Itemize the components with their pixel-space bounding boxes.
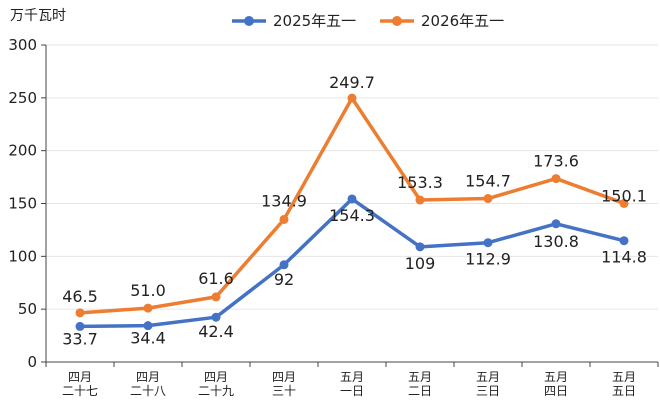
data-label: 154.7 — [465, 172, 511, 191]
y-axis-unit: 万千瓦时 — [10, 8, 66, 24]
data-point — [619, 198, 629, 208]
legend-swatch-marker — [244, 16, 254, 26]
x-tick-label: 三日 — [476, 384, 500, 398]
data-label: 33.7 — [62, 329, 98, 348]
data-label: 109 — [405, 254, 436, 273]
x-tick-label: 五月 — [408, 370, 432, 384]
legend-label: 2026年五一 — [421, 12, 504, 30]
data-label: 153.3 — [397, 173, 443, 192]
x-tick-label: 二十八 — [130, 384, 166, 398]
data-point — [75, 321, 85, 331]
x-tick-label: 二日 — [408, 384, 432, 398]
data-label: 112.9 — [465, 250, 511, 269]
data-label: 150.1 — [601, 186, 647, 205]
x-tick-label: 五月 — [612, 370, 636, 384]
data-label: 114.8 — [601, 248, 647, 267]
data-label: 42.4 — [198, 322, 234, 341]
data-point — [415, 195, 425, 205]
x-tick-label: 一日 — [340, 384, 364, 398]
x-tick-label: 三十 — [272, 384, 296, 398]
y-tick-label: 50 — [18, 300, 37, 318]
x-tick-label: 五月 — [476, 370, 500, 384]
legend: 2025年五一 2026年五一 — [232, 12, 504, 30]
x-tick-label: 四月 — [136, 370, 160, 384]
y-tick-label: 200 — [8, 142, 37, 160]
data-label: 51.0 — [130, 281, 166, 300]
data-label: 46.5 — [62, 287, 98, 306]
data-point — [211, 292, 221, 302]
data-label: 130.8 — [533, 232, 579, 251]
data-label: 61.6 — [198, 269, 234, 288]
x-tick-label: 四月 — [204, 370, 228, 384]
series-2: 46.5 51.0 61.6 134.9 249.7 153.3 154.7 173.6 150… — [62, 73, 647, 318]
y-tick-label: 0 — [27, 353, 37, 371]
y-tick-label: 250 — [8, 89, 37, 107]
data-point — [211, 312, 221, 322]
data-point — [143, 321, 153, 331]
y-tick-label: 150 — [8, 195, 37, 213]
data-label: 154.3 — [329, 206, 375, 225]
data-point — [279, 214, 289, 224]
series-1: 33.7 34.4 42.4 92 154.3 109 112.9 130.8 114.8 — [62, 194, 647, 348]
data-label: 34.4 — [130, 329, 166, 348]
x-tick-label: 二十七 — [62, 384, 98, 398]
data-point — [75, 308, 85, 318]
x-tick-label: 五日 — [612, 384, 636, 398]
legend-swatch-marker — [392, 16, 402, 26]
data-label: 92 — [274, 270, 294, 289]
x-tick-label: 四日 — [544, 384, 568, 398]
data-point — [347, 194, 357, 204]
y-axis: 0 50 100 150 200 250 300 — [8, 36, 47, 371]
data-point — [347, 93, 357, 103]
data-point — [483, 194, 493, 204]
data-label: 249.7 — [329, 73, 375, 92]
x-tick-label: 四月 — [68, 370, 92, 384]
data-label: 134.9 — [261, 191, 307, 210]
x-tick-label: 二十九 — [198, 384, 234, 398]
data-label: 173.6 — [533, 152, 579, 171]
data-point — [279, 260, 289, 270]
x-tick-label: 五月 — [544, 370, 568, 384]
x-tick-label: 四月 — [272, 370, 296, 384]
data-point — [551, 219, 561, 229]
legend-label: 2025年五一 — [273, 12, 356, 30]
y-tick-label: 100 — [8, 247, 37, 265]
data-point — [551, 174, 561, 184]
data-point — [415, 242, 425, 252]
data-point — [483, 238, 493, 248]
data-point — [143, 303, 153, 313]
y-tick-label: 300 — [8, 36, 37, 54]
data-point — [619, 236, 629, 246]
x-tick-label: 五月 — [340, 370, 364, 384]
